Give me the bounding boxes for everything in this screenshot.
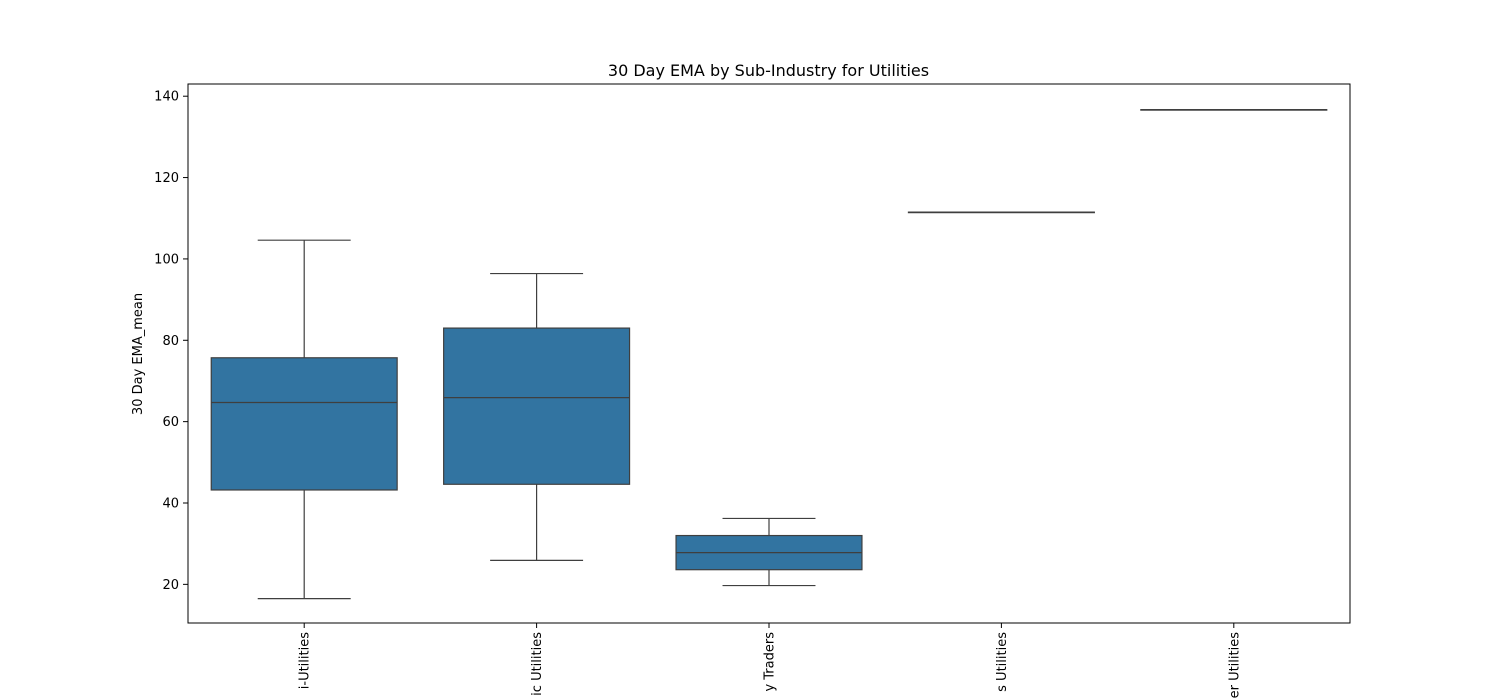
box-1 xyxy=(210,239,398,600)
x-tick-labels: i-Utilities ic Utilities y Traders s Utilit… xyxy=(298,632,1243,699)
y-tick-label: 140 xyxy=(154,90,179,105)
x-tick-label: i-Utilities xyxy=(298,632,313,689)
y-tick-label: 100 xyxy=(154,252,179,267)
box-body xyxy=(210,357,398,491)
box-2 xyxy=(443,272,631,561)
box-body xyxy=(443,327,631,485)
x-tick-label: s Utilities xyxy=(995,632,1010,692)
y-tick-label: 60 xyxy=(162,415,179,430)
y-tick-label: 40 xyxy=(162,496,179,511)
box-3 xyxy=(675,517,863,587)
y-tick-label: 120 xyxy=(154,171,179,186)
x-tick-label: ic Utilities xyxy=(530,632,545,696)
y-tick-label: 20 xyxy=(162,578,179,593)
plot-area: 20 40 60 80 100 120 140 i-Utilities ic Utilities… xyxy=(154,83,1351,699)
y-axis-label: 30 Day EMA_mean xyxy=(131,293,146,415)
chart-title: 30 Day EMA by Sub-Industry for Utilities xyxy=(608,61,929,80)
x-tick-label: y Traders xyxy=(763,632,778,692)
x-tick-label: er Utilities xyxy=(1227,632,1242,699)
y-tick-label: 80 xyxy=(162,334,179,349)
box-5 xyxy=(1140,109,1328,111)
box-4 xyxy=(907,211,1095,214)
